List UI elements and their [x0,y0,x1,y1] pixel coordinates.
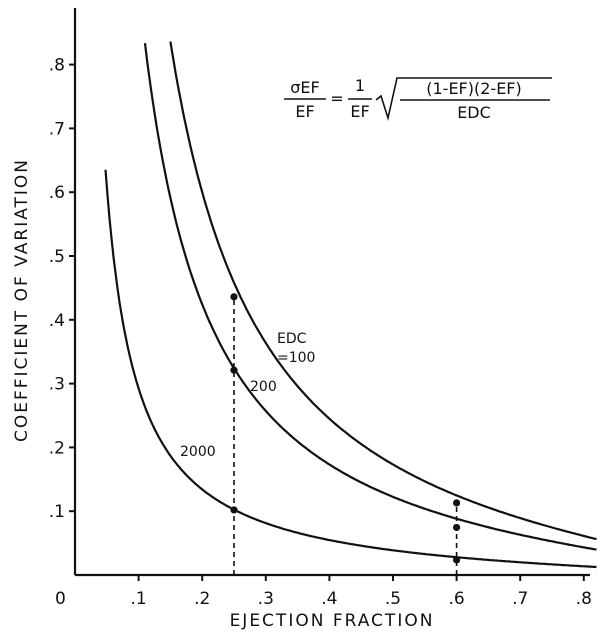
y-tick-label-0: .1 [49,502,65,522]
formula-rhs-denominator: EF [350,102,369,121]
dashed-guides [233,296,458,575]
x-tick-label-6: .7 [512,589,528,609]
y-tick-label-3: .4 [49,311,65,331]
y-tick-label-6: .7 [49,119,65,139]
formula-lhs-numerator: σEF [290,78,319,97]
x-tick-label-4: .5 [385,589,401,609]
formula-equals: = [330,89,343,108]
axes [73,8,590,577]
curve-edc-2000 [104,169,597,569]
marker-1 [230,366,238,374]
marker-4 [453,523,461,532]
x-axis-title: EJECTION FRACTION [230,611,435,631]
curve-label-edc-100-line-1: =100 [277,350,315,366]
curve-label-edc-200-line-0: 200 [250,379,277,395]
marker-5 [453,556,461,564]
x-tick-label-5: .6 [448,589,464,609]
curve-edc-200 [143,42,597,551]
formula-radical-sign [375,77,552,122]
marker-3 [453,499,461,507]
x-tick-label-0: .1 [130,589,146,609]
y-tick-label-1: .2 [49,438,65,458]
y-tick-label-5: .6 [49,183,65,203]
formula-lhs-denominator: EF [295,102,314,121]
x-tick-label-1: .2 [194,589,210,609]
marker-0 [230,293,238,301]
curve-label-edc-100-line-0: EDC [277,331,307,347]
markers [230,293,461,564]
y-tick-label-2: .3 [49,375,65,395]
marker-2 [230,506,238,514]
x-tick-label-3: .4 [321,589,337,609]
formula-radicand-denominator: EDC [457,103,491,122]
y-axis-title: COEFFICIENT OF VARIATION [12,158,32,442]
ticks: .1 .2 .3 .4 .5 .6 .7 .8 .1 .2 .3 .4 .5 .6 .7 .8 [49,56,592,609]
curve-label-edc-2000-line-0: 2000 [180,444,216,460]
x-tick-label-7: .8 [576,589,592,609]
x-tick-label-2: .3 [258,589,274,609]
formula-radicand-numerator: (1-EF)(2-EF) [426,79,522,98]
curves [104,41,597,569]
formula: σEF EF = 1 EF (1-EF)(2-EF) EDC [284,76,552,122]
origin-label: 0 [55,589,66,609]
y-tick-label-7: .8 [49,56,65,76]
formula-rhs-numerator: 1 [355,76,365,95]
y-tick-label-4: .5 [49,247,65,267]
curve-edc-100 [169,41,597,541]
